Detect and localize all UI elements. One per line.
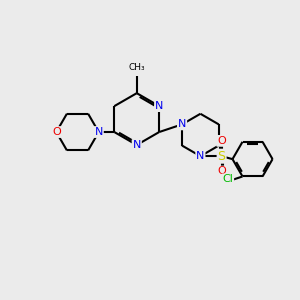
Text: N: N [155, 101, 164, 111]
Text: S: S [218, 150, 226, 163]
Text: N: N [133, 140, 141, 150]
Text: O: O [52, 127, 61, 137]
Text: N: N [94, 127, 103, 137]
Text: N: N [178, 119, 186, 129]
Text: O: O [217, 136, 226, 146]
Text: N: N [196, 151, 205, 161]
Text: O: O [217, 167, 226, 176]
Text: CH₃: CH₃ [128, 63, 145, 72]
Text: Cl: Cl [222, 174, 233, 184]
